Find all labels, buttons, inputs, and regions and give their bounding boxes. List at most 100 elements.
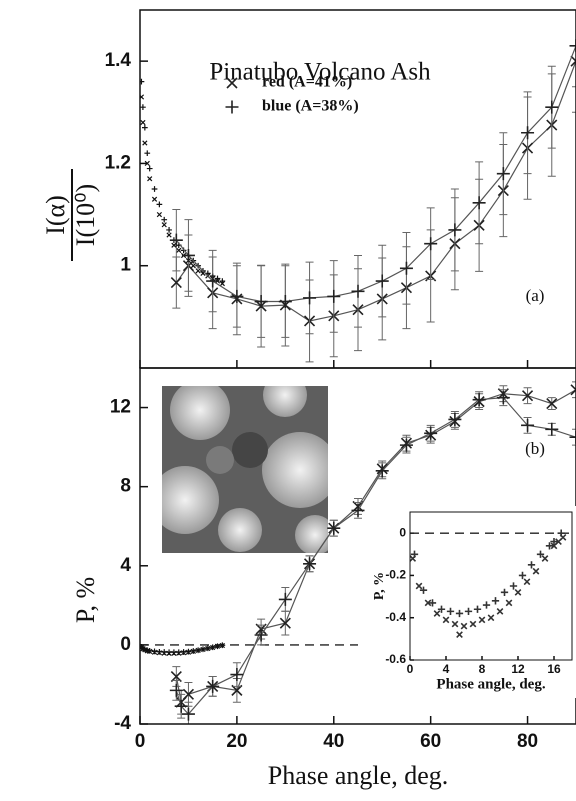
dense-point [144, 150, 151, 157]
plot-area [410, 529, 572, 638]
x-tick-label: 40 [323, 731, 344, 752]
chart-title: Pinatubo Volcano Ash [209, 59, 431, 86]
y-tick-label: -4 [114, 713, 131, 734]
data-point [399, 261, 413, 275]
data-point [521, 126, 535, 140]
y-axis-label: P, % [71, 577, 100, 623]
dense-point [156, 648, 163, 655]
y-tick-label: -0.4 [385, 610, 406, 624]
dense-point [209, 644, 216, 651]
dense-point [151, 196, 158, 202]
x-tick-label: 0 [407, 662, 414, 676]
dense-point [142, 140, 148, 146]
dense-point [140, 78, 145, 85]
data-point [174, 699, 188, 713]
data-point [478, 616, 486, 624]
data-point [424, 237, 438, 251]
data-point [472, 393, 486, 407]
legend-label: red (A=41%) [262, 74, 352, 91]
legend-marker [225, 100, 239, 114]
y-axis-label: I(α) I(10⁰) [41, 169, 100, 261]
data-point [464, 607, 473, 616]
dense-point [180, 649, 187, 655]
data-point [570, 55, 576, 67]
dense-point [175, 649, 182, 656]
data-point [169, 233, 183, 247]
dense-point [166, 232, 172, 238]
dense-point [219, 278, 226, 284]
series-line [175, 60, 576, 322]
x-tick-label: 60 [420, 731, 441, 752]
plot-area [140, 381, 576, 724]
micrograph-photo [162, 386, 328, 553]
data-point [442, 616, 450, 624]
data-point [254, 295, 268, 309]
data-point [424, 426, 438, 440]
data-point [169, 683, 183, 697]
data-point [545, 542, 554, 550]
y-label-denominator: I(10⁰) [71, 184, 100, 246]
dense-point [161, 222, 167, 228]
inset-background [368, 506, 576, 698]
data-point [327, 289, 341, 303]
data-point [496, 391, 510, 405]
data-point [514, 588, 522, 596]
x-tick-label: 16 [547, 662, 561, 676]
data-point [424, 599, 432, 607]
y-tick-label: 0 [120, 634, 131, 655]
dense-point [176, 247, 182, 253]
data-point [460, 622, 468, 630]
error-bar [572, 10, 576, 88]
data-point [410, 550, 419, 558]
data-point [473, 605, 482, 613]
data-point [448, 412, 462, 426]
data-point [428, 599, 437, 607]
data-point [375, 274, 389, 288]
data-point [399, 438, 413, 452]
x-tick-label: 12 [511, 662, 525, 676]
data-point [419, 586, 428, 594]
dense-point [156, 201, 163, 208]
data-point [446, 607, 455, 616]
data-point [206, 274, 220, 288]
dense-point [195, 647, 201, 654]
dense-point [166, 227, 172, 233]
data-point [448, 223, 462, 237]
data-point [327, 521, 341, 535]
dense-point [190, 648, 197, 654]
dense-point [156, 211, 163, 218]
error-bar [572, 428, 576, 446]
data-point [351, 284, 365, 298]
data-point [541, 555, 549, 562]
data-point [433, 610, 441, 617]
data-point [545, 422, 559, 436]
data-point [496, 608, 504, 615]
data-point [536, 550, 545, 558]
data-point [545, 100, 559, 114]
series-line [175, 45, 576, 303]
data-point [521, 418, 535, 432]
dense-point [140, 94, 145, 100]
data-point [451, 620, 459, 628]
data-point [278, 592, 292, 606]
x-tick-label: 8 [479, 662, 486, 676]
panel-label: (b) [525, 439, 545, 458]
dense-point [140, 104, 146, 111]
data-point [230, 668, 244, 682]
inset-y-label: P, % [372, 572, 387, 600]
dense-point [146, 647, 153, 654]
legend-marker [226, 77, 238, 89]
data-point [170, 670, 182, 683]
legend-label: blue (A=38%) [262, 98, 359, 115]
data-point [351, 503, 365, 517]
panel-label: (a) [526, 286, 545, 305]
dense-point [140, 119, 146, 126]
data-point [206, 679, 220, 693]
y-tick-label: 12 [110, 397, 131, 418]
data-point [181, 707, 195, 721]
data-point [279, 617, 291, 629]
data-point [254, 628, 268, 642]
dense-point [214, 643, 221, 650]
data-point [505, 599, 513, 607]
